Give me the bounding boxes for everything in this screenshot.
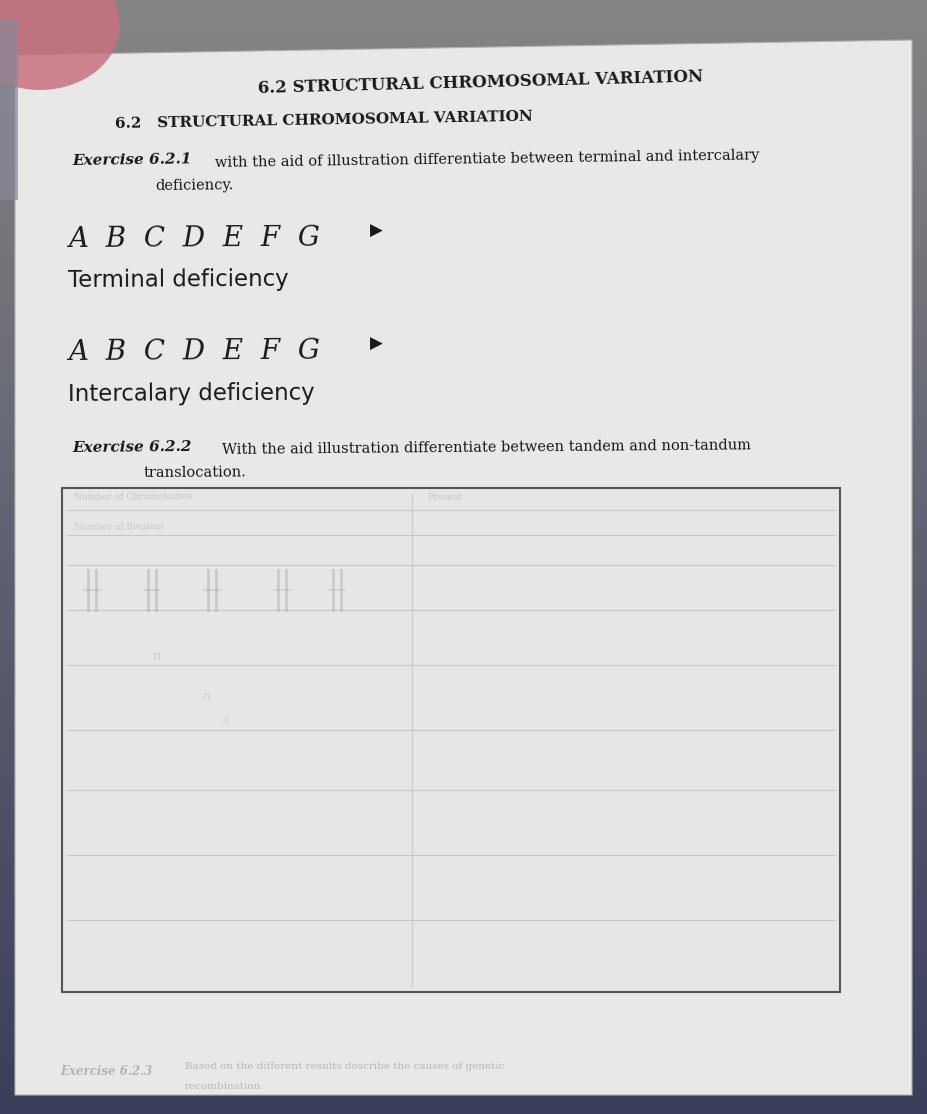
Bar — [0, 222, 927, 251]
Text: A  B  C  D  E  F  G: A B C D E F G — [68, 338, 320, 367]
Bar — [0, 0, 927, 28]
Text: ▶: ▶ — [370, 222, 383, 240]
Bar — [0, 974, 927, 1003]
Bar — [0, 500, 927, 529]
Text: Based on the different results describe the causes of genetic: Based on the different results describe … — [185, 1062, 504, 1071]
Bar — [0, 417, 927, 446]
Bar — [0, 751, 927, 780]
Bar — [0, 556, 927, 585]
Bar — [0, 250, 927, 278]
Bar — [0, 834, 927, 863]
Bar — [0, 584, 927, 613]
Text: translocation.: translocation. — [143, 465, 246, 479]
Bar — [0, 612, 927, 641]
Text: n: n — [202, 690, 210, 703]
Bar — [0, 20, 18, 201]
Bar — [0, 1029, 927, 1058]
Bar — [0, 862, 927, 891]
Text: ▶: ▶ — [370, 335, 383, 353]
Bar — [0, 723, 927, 752]
Bar — [0, 1085, 927, 1114]
Bar — [0, 277, 927, 306]
Bar — [0, 695, 927, 724]
Bar — [0, 1057, 927, 1086]
Text: Terminal deficiency: Terminal deficiency — [68, 268, 289, 292]
Text: A: A — [222, 717, 230, 727]
Text: with the aid of illustration differentiate between terminal and intercalary: with the aid of illustration differentia… — [215, 148, 759, 169]
Text: 6.2   STRUCTURAL CHROMOSOMAL VARIATION: 6.2 STRUCTURAL CHROMOSOMAL VARIATION — [115, 110, 533, 131]
Bar — [0, 138, 927, 167]
Text: recombination: recombination — [185, 1082, 261, 1091]
Bar — [62, 488, 840, 991]
Bar — [0, 55, 927, 84]
Bar — [0, 639, 927, 668]
Bar — [0, 27, 927, 56]
Text: n: n — [152, 649, 160, 663]
Bar — [0, 194, 927, 223]
Bar — [0, 667, 927, 696]
Bar — [0, 946, 927, 975]
Text: With the aid illustration differentiate between tandem and non-tandum: With the aid illustration differentiate … — [222, 438, 751, 457]
Bar — [0, 444, 927, 473]
Bar — [0, 389, 927, 418]
Bar — [0, 890, 927, 919]
Bar — [0, 110, 927, 139]
Bar — [0, 82, 927, 111]
Bar — [0, 918, 927, 947]
Bar — [0, 528, 927, 557]
Text: 6.2 STRUCTURAL CHROMOSOMAL VARIATION: 6.2 STRUCTURAL CHROMOSOMAL VARIATION — [257, 68, 703, 97]
Polygon shape — [15, 40, 912, 1095]
Bar — [0, 166, 927, 195]
Text: A  B  C  D  E  F  G: A B C D E F G — [68, 225, 320, 253]
Bar — [0, 305, 927, 334]
Text: Present: Present — [427, 492, 463, 502]
Text: deficiency.: deficiency. — [155, 178, 234, 193]
Bar — [0, 779, 927, 808]
Bar — [0, 361, 927, 390]
Bar — [0, 333, 927, 362]
Text: Number of Bivalent: Number of Bivalent — [74, 522, 164, 532]
Text: Exercise 6.2.1: Exercise 6.2.1 — [72, 152, 192, 168]
Text: Exercise 6.2.3: Exercise 6.2.3 — [60, 1065, 152, 1078]
Text: Exercise 6.2.2: Exercise 6.2.2 — [72, 440, 192, 455]
Bar — [0, 807, 927, 836]
Text: Intercalary deficiency: Intercalary deficiency — [68, 382, 315, 407]
Bar — [0, 472, 927, 501]
Text: Number of Chromosomes: Number of Chromosomes — [74, 492, 192, 502]
Ellipse shape — [0, 0, 120, 90]
Bar — [0, 1001, 927, 1030]
